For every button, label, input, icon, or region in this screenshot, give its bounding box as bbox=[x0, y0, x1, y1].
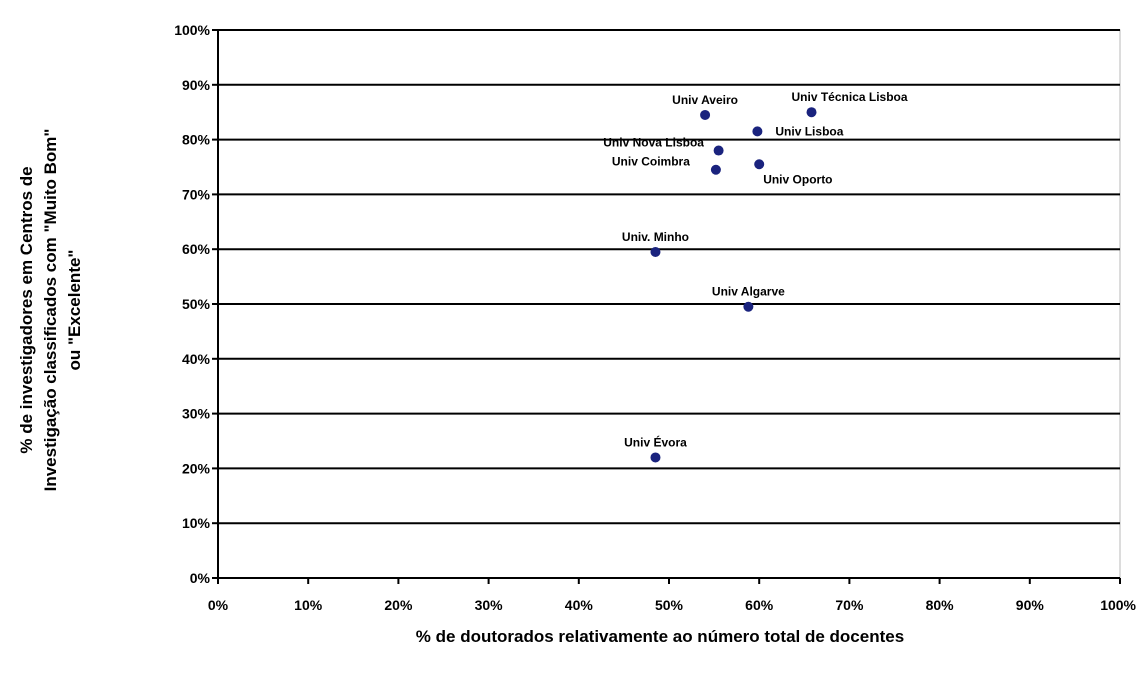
y-tick-label: 100% bbox=[174, 22, 210, 38]
point-label: Univ Coimbra bbox=[612, 155, 690, 169]
x-tick-label: 40% bbox=[565, 597, 594, 613]
x-tick-label: 0% bbox=[208, 597, 229, 613]
data-points bbox=[650, 107, 817, 463]
x-tick-label: 100% bbox=[1100, 597, 1136, 613]
x-tick-label: 60% bbox=[745, 597, 774, 613]
point-labels: Univ Aveiro Univ Técnica Lisboa Univ Lisbo… bbox=[603, 90, 908, 449]
x-tick-label: 70% bbox=[835, 597, 864, 613]
y-axis-title-line: % de investigadores em Centros de bbox=[17, 166, 36, 453]
x-tick-label: 80% bbox=[926, 597, 955, 613]
x-axis-ticks: 0% 10% 20% 30% 40% 50% 60% 70% 80% 90% 100% bbox=[208, 578, 1137, 613]
y-tick-label: 70% bbox=[182, 186, 211, 202]
point-label: Univ Técnica Lisboa bbox=[792, 90, 908, 104]
y-axis-title-line: ou "Excelente" bbox=[65, 250, 84, 371]
x-tick-label: 10% bbox=[294, 597, 323, 613]
grid-lines bbox=[218, 29, 1120, 525]
point-label: Univ Oporto bbox=[763, 172, 832, 186]
point-label: Univ Évora bbox=[624, 434, 687, 449]
y-tick-label: 20% bbox=[182, 460, 211, 476]
data-point bbox=[806, 107, 817, 118]
point-label: Univ Lisboa bbox=[775, 124, 843, 138]
data-point bbox=[650, 246, 661, 257]
y-axis-title-line: Investigação classificados com "Muito Bo… bbox=[41, 129, 60, 492]
data-point bbox=[752, 126, 763, 137]
x-axis-title: % de doutorados relativamente ao número … bbox=[416, 627, 904, 646]
point-label: Univ Algarve bbox=[712, 285, 785, 299]
point-label: Univ. Minho bbox=[622, 230, 689, 244]
y-tick-label: 40% bbox=[182, 351, 211, 367]
data-point bbox=[700, 109, 711, 120]
x-tick-label: 30% bbox=[475, 597, 504, 613]
y-axis-title: % de investigadores em Centros de Investi… bbox=[17, 129, 84, 492]
y-tick-label: 50% bbox=[182, 296, 211, 312]
data-point bbox=[713, 145, 724, 156]
data-point bbox=[754, 159, 765, 170]
y-axis-ticks: 0% 10% 20% 30% 40% 50% 60% 70% 80% 90% 100% bbox=[174, 22, 218, 586]
y-tick-label: 60% bbox=[182, 241, 211, 257]
point-label: Univ Nova Lisboa bbox=[603, 136, 704, 150]
y-tick-label: 30% bbox=[182, 406, 211, 422]
y-tick-label: 90% bbox=[182, 77, 211, 93]
y-tick-label: 0% bbox=[190, 570, 211, 586]
x-tick-label: 20% bbox=[384, 597, 413, 613]
y-tick-label: 80% bbox=[182, 132, 211, 148]
y-tick-label: 10% bbox=[182, 515, 211, 531]
data-point bbox=[743, 301, 754, 312]
point-label: Univ Aveiro bbox=[672, 93, 738, 107]
data-point bbox=[650, 452, 661, 463]
data-point bbox=[710, 164, 721, 175]
x-tick-label: 90% bbox=[1016, 597, 1045, 613]
x-tick-label: 50% bbox=[655, 597, 684, 613]
